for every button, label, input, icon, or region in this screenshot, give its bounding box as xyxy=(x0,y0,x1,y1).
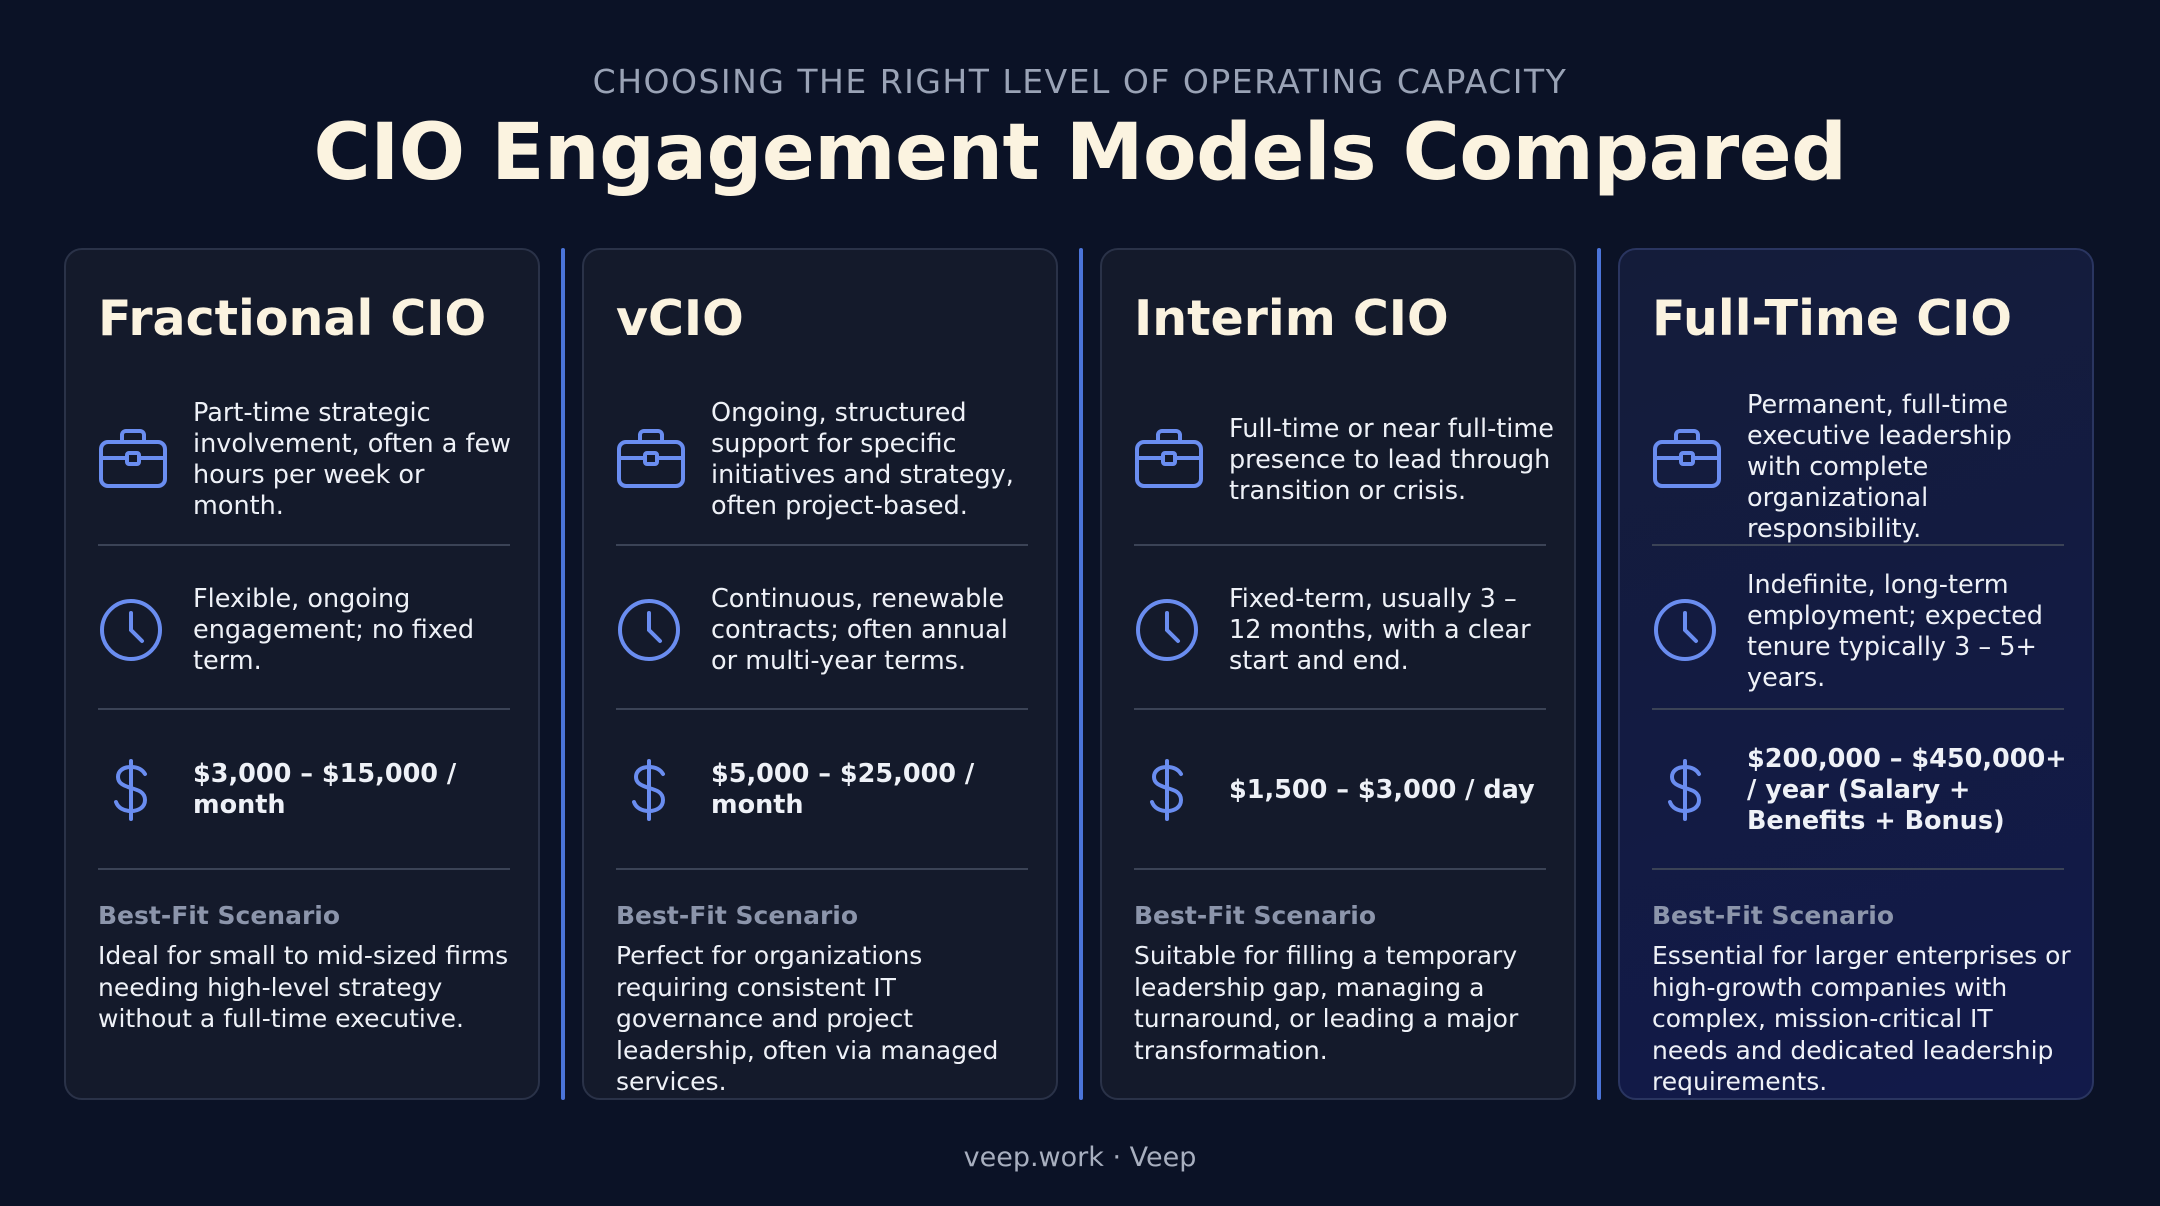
best-fit-label: Best-Fit Scenario xyxy=(1134,901,1377,930)
best-fit-text: Ideal for small to mid-sized firms needi… xyxy=(98,941,509,1033)
clock-icon xyxy=(1134,595,1204,665)
cost-row: $5,000 – $25,000 / month xyxy=(616,730,1028,850)
term-text: Indefinite, long-term employment; expect… xyxy=(1747,570,2043,693)
best-fit-label: Best-Fit Scenario xyxy=(616,901,859,930)
divider xyxy=(1134,544,1546,546)
involvement-row: Full-time or near full-time presence to … xyxy=(1134,390,1554,530)
dollar-icon xyxy=(616,755,686,825)
involvement-text: Full-time or near full-time presence to … xyxy=(1229,413,1554,506)
term-row: Indefinite, long-term employment; expect… xyxy=(1652,570,2064,693)
cost-text: $5,000 – $25,000 / month xyxy=(711,759,975,820)
accent-divider xyxy=(561,248,565,1100)
card-title: Full-Time CIO xyxy=(1652,290,2013,347)
card-title: vCIO xyxy=(616,290,744,347)
card-title: Fractional CIO xyxy=(98,290,487,347)
briefcase-icon xyxy=(1652,425,1722,495)
clock-icon xyxy=(1652,595,1722,665)
cost-row: $3,000 – $15,000 / month xyxy=(98,730,510,850)
involvement-text: Part-time strategic involvement, often a… xyxy=(193,398,512,521)
accent-divider xyxy=(1597,248,1601,1100)
divider xyxy=(616,868,1028,870)
term-row: Flexible, ongoing engagement; no fixed t… xyxy=(98,570,510,690)
card-interim-cio: Interim CIO Full-time or near full-time … xyxy=(1100,248,1576,1100)
cost-row: $200,000 – $450,000+ / year (Salary + Be… xyxy=(1652,730,2067,850)
involvement-text: Permanent, full-time executive leadershi… xyxy=(1747,390,2012,544)
term-row: Fixed-term, usually 3 – 12 months, with … xyxy=(1134,570,1546,690)
divider xyxy=(1134,868,1546,870)
term-row: Continuous, renewable contracts; often a… xyxy=(616,570,1028,690)
term-text: Continuous, renewable contracts; often a… xyxy=(711,583,1008,676)
page-title: CIO Engagement Models Compared xyxy=(313,108,1847,198)
involvement-row: Part-time strategic involvement, often a… xyxy=(98,390,511,530)
best-fit-text: Perfect for organizations requiring cons… xyxy=(616,941,999,1096)
divider xyxy=(1652,868,2064,870)
dollar-icon xyxy=(98,755,168,825)
term-text: Flexible, ongoing engagement; no fixed t… xyxy=(193,583,475,676)
briefcase-icon xyxy=(98,425,168,495)
best-fit-label: Best-Fit Scenario xyxy=(98,901,341,930)
divider xyxy=(1652,708,2064,710)
involvement-row: Ongoing, structured support for specific… xyxy=(616,390,1028,530)
footer-credit: veep.work · Veep xyxy=(963,1142,1197,1173)
eyebrow-subtitle: CHOOSING THE RIGHT LEVEL OF OPERATING CA… xyxy=(592,62,1568,101)
involvement-row: Permanent, full-time executive leadershi… xyxy=(1652,390,2064,544)
cost-text: $3,000 – $15,000 / month xyxy=(193,759,457,820)
briefcase-icon xyxy=(1134,425,1204,495)
accent-divider xyxy=(1079,248,1083,1100)
clock-icon xyxy=(98,595,168,665)
cost-text: $1,500 – $3,000 / day xyxy=(1229,774,1535,805)
dollar-icon xyxy=(1134,755,1204,825)
involvement-text: Ongoing, structured support for specific… xyxy=(711,398,1014,521)
cost-row: $1,500 – $3,000 / day xyxy=(1134,730,1546,850)
briefcase-icon xyxy=(616,425,686,495)
divider xyxy=(98,544,510,546)
card-vcio: vCIO Ongoing, structured support for spe… xyxy=(582,248,1058,1100)
dollar-icon xyxy=(1652,755,1722,825)
divider xyxy=(1134,708,1546,710)
divider xyxy=(616,544,1028,546)
best-fit-text: Essential for larger enterprises or high… xyxy=(1652,941,2071,1096)
best-fit-text: Suitable for filling a temporary leaders… xyxy=(1134,941,1519,1065)
divider xyxy=(616,708,1028,710)
divider xyxy=(1652,544,2064,546)
cost-text: $200,000 – $450,000+ / year (Salary + Be… xyxy=(1747,743,2067,836)
card-full-time-cio: Full-Time CIO Permanent, full-time execu… xyxy=(1618,248,2094,1100)
best-fit-label: Best-Fit Scenario xyxy=(1652,901,1895,930)
term-text: Fixed-term, usually 3 – 12 months, with … xyxy=(1229,583,1531,676)
card-fractional-cio: Fractional CIO Part-time strategic invol… xyxy=(64,248,540,1100)
clock-icon xyxy=(616,595,686,665)
card-title: Interim CIO xyxy=(1134,290,1449,347)
divider xyxy=(98,868,510,870)
divider xyxy=(98,708,510,710)
